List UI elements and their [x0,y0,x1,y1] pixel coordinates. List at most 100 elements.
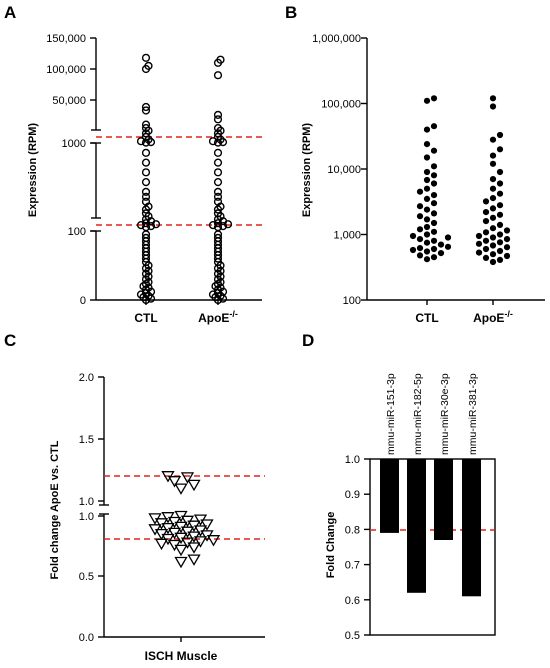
panel-c-ytick: 1.5 [79,434,94,446]
panel-a-point [141,106,151,115]
panel-c-point [180,537,195,549]
panel-c-point [180,472,195,484]
panel-c-point [148,524,162,536]
panel-b-point [423,256,431,263]
panel-a-ytick: 100 [68,226,86,238]
panel-b-point [437,250,445,257]
panel-a-ylabel: Expression (RPM) [27,123,39,217]
panel-a-point [141,53,151,62]
panel-b-point [416,236,424,243]
panel-b-point [489,205,497,212]
panel-b-point [503,252,511,260]
panel-a-point [141,158,151,167]
panel-a-point [146,287,156,296]
panel-b-point [496,168,504,176]
panel-a-point [208,290,218,299]
panel-b-point [482,237,490,244]
panel-d-ytick: 0.9 [345,489,360,501]
panel-a-point [136,221,146,230]
panel-a-point [213,115,223,124]
panel-a-point [218,138,228,147]
panel-a-ytick: 150,000 [46,33,86,45]
panel-b-point [430,254,438,261]
panel-c-ytick: 0.0 [79,632,94,644]
panel-b-point [430,192,438,199]
panel-b-point [430,210,438,217]
panel-b-point [423,168,431,176]
panel-b-point [482,209,490,216]
panel-a-point [141,219,151,228]
panel-a-ytick: 100,000 [46,64,86,76]
panel-a-point [213,110,223,120]
panel-b-ylabel: Expression (RPM) [301,123,313,217]
panel-b-point [430,123,438,130]
panel-b-ytick: 1,000,000 [312,33,361,45]
panel-a-point [213,168,223,177]
panel-d-bar [462,459,481,597]
panel-c-point [154,528,169,541]
panel-a-label: A [4,3,16,22]
panel-c-point [167,516,182,529]
panel-c-xtick-isch: ISCH Muscle [145,649,218,663]
panel-c-point [200,530,214,542]
panel-a-point [141,148,151,157]
panel-d-yticks [364,458,370,636]
panel-b-point [489,95,497,102]
panel-a-point [141,129,151,138]
panel-b-point [423,248,431,255]
panel-d-ytick: 0.7 [345,560,360,572]
panel-b-point [496,256,504,263]
panel-b-point [423,231,431,238]
panel-b-point [416,245,424,252]
panel-b-point [416,203,424,210]
panel-c-point [154,538,169,551]
panel-a-point [213,192,223,201]
panel-b-point [444,243,452,250]
panel-b-label: B [285,3,297,22]
panel-a-point [213,158,223,167]
panel-c-point [187,520,201,532]
panel-b-point [423,195,431,202]
panel-b-point [482,229,490,236]
panel-b-point [489,195,497,202]
panel-b-xtick-ctl: CTL [415,311,438,325]
panel-a-point [213,219,223,228]
panel-c-point [174,532,188,545]
panel-a-point [213,71,223,80]
panel-a-point [141,178,151,187]
panel-c-point [154,518,169,530]
panel-a-ytick: 0 [80,295,86,307]
panel-b-point [444,234,452,241]
panel-c-ylabel: Fold change ApoE vs. CTL [49,440,61,579]
panel-b-point [430,237,438,244]
panel-b-point [496,239,504,246]
panel-b-point [475,249,483,256]
panel-b-point [489,152,497,159]
panel-a-point [141,102,151,112]
panel-b-point [489,185,497,192]
panel-b-point [489,234,497,241]
panel-b-point [482,198,490,205]
panel-d-bar [407,459,426,593]
panel-b-ytick: 100 [343,295,361,307]
panel-a-ytick: 1000 [62,138,86,150]
panel-c-point [161,533,175,546]
panel-c-point [174,483,188,495]
panel-b-point [496,231,504,238]
panel-b-point [423,126,431,133]
panel-b-point [489,214,497,221]
panel-b-ytick: 1,000 [333,230,361,242]
panel-b-point [489,103,497,110]
panel-d-bar-label: mmu-miR-151-3p [385,373,397,455]
panel-d-label: D [302,331,314,350]
panel-a-point [144,61,153,71]
panel-d-bar [380,459,399,533]
panel-b-point [423,223,431,231]
panel-b-point [430,172,438,179]
panel-b-point [430,180,438,187]
panel-a-point [208,137,218,146]
panel-b-point [423,154,431,161]
panel-b-point [416,226,424,233]
panel-d-ytick: 0.6 [345,595,360,607]
